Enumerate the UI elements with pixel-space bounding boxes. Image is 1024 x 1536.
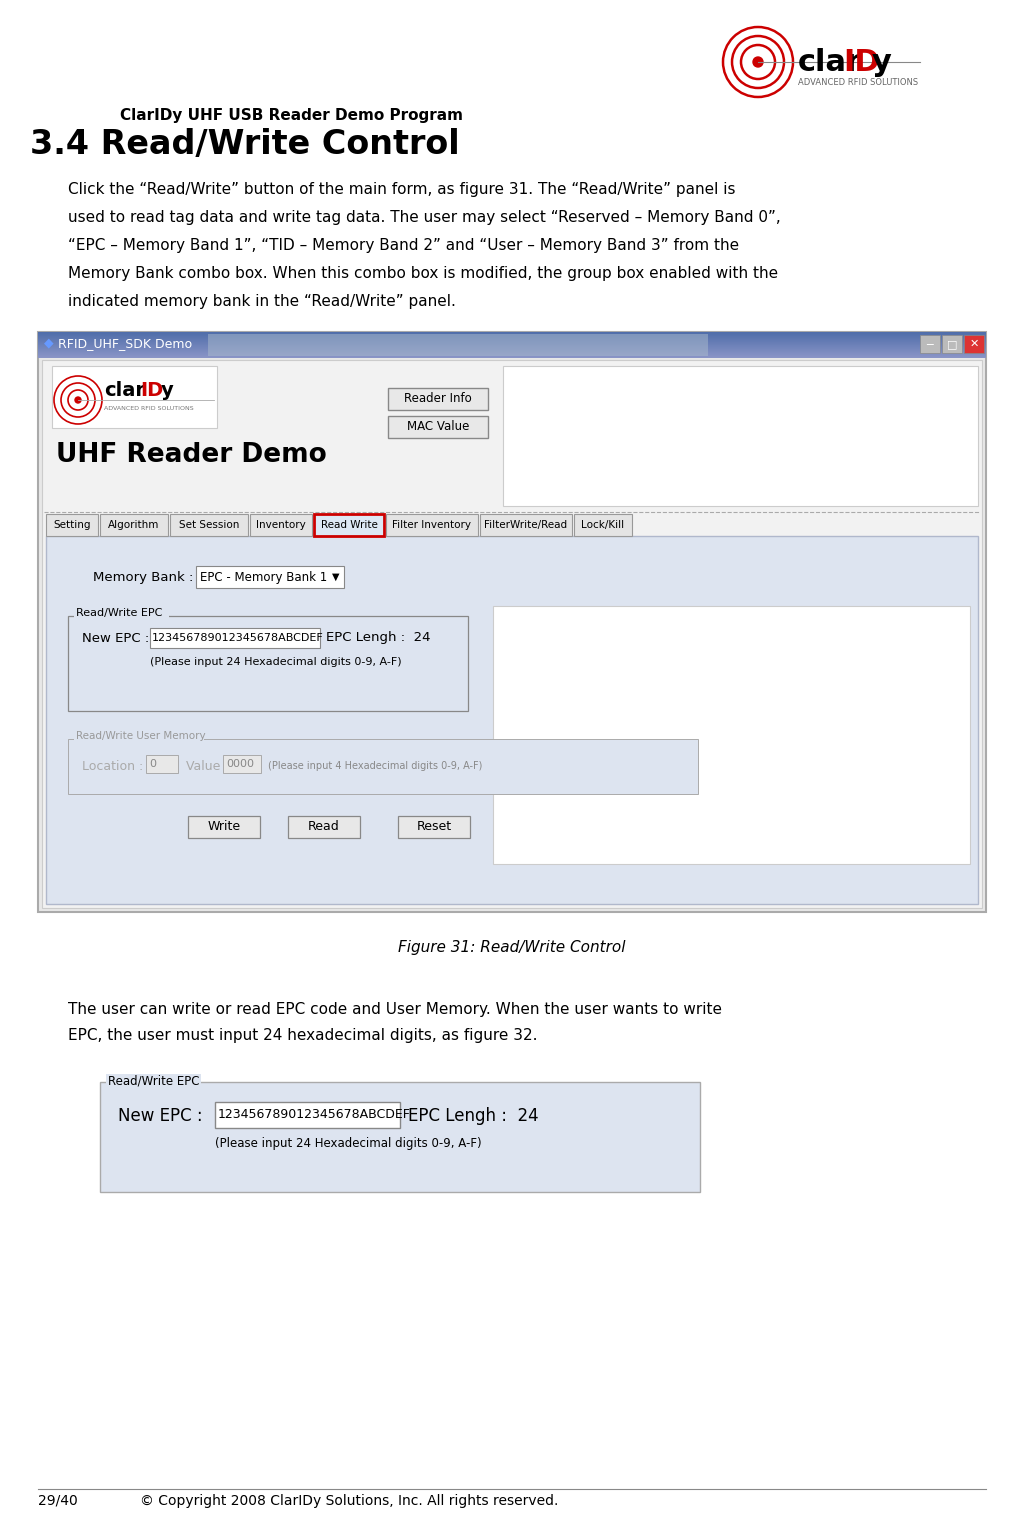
Bar bbox=[208, 333, 708, 356]
Text: (Please input 4 Hexadecimal digits 0-9, A-F): (Please input 4 Hexadecimal digits 0-9, … bbox=[268, 760, 482, 771]
Bar bbox=[42, 359, 982, 908]
Text: The user can write or read EPC code and User Memory. When the user wants to writ: The user can write or read EPC code and … bbox=[68, 1001, 722, 1017]
Text: RFID_UHF_SDK Demo: RFID_UHF_SDK Demo bbox=[58, 336, 193, 350]
Text: y: y bbox=[872, 48, 892, 77]
Text: ✕: ✕ bbox=[970, 339, 979, 349]
Text: ID: ID bbox=[843, 48, 880, 77]
Text: UHF Reader Demo: UHF Reader Demo bbox=[56, 442, 327, 468]
Bar bbox=[46, 536, 978, 905]
Text: Reader Info: Reader Info bbox=[404, 393, 472, 406]
Bar bbox=[100, 1081, 700, 1192]
Text: New EPC :: New EPC : bbox=[118, 1107, 203, 1124]
Bar bbox=[68, 616, 468, 711]
Text: EPC, the user must input 24 hexadecimal digits, as figure 32.: EPC, the user must input 24 hexadecimal … bbox=[68, 1028, 538, 1043]
Text: Memory Bank :: Memory Bank : bbox=[93, 570, 194, 584]
Text: □: □ bbox=[947, 339, 957, 349]
Text: Read/Write User Memory: Read/Write User Memory bbox=[76, 731, 206, 740]
Text: ADVANCED RFID SOLUTIONS: ADVANCED RFID SOLUTIONS bbox=[104, 406, 194, 412]
Bar bbox=[150, 628, 319, 648]
Text: Click the “Read/Write” button of the main form, as figure 31. The “Read/Write” p: Click the “Read/Write” button of the mai… bbox=[68, 181, 735, 197]
Text: EPC - Memory Bank 1: EPC - Memory Bank 1 bbox=[200, 570, 328, 584]
Bar bbox=[503, 366, 978, 505]
Bar bbox=[74, 608, 169, 622]
Bar bbox=[250, 515, 312, 536]
Text: y: y bbox=[161, 381, 174, 399]
Text: Value :: Value : bbox=[186, 759, 228, 773]
Text: Figure 31: Read/Write Control: Figure 31: Read/Write Control bbox=[398, 940, 626, 955]
Bar bbox=[215, 1101, 400, 1127]
Bar bbox=[68, 739, 698, 794]
Text: 29/40: 29/40 bbox=[38, 1495, 78, 1508]
Text: (Please input 24 Hexadecimal digits 0-9, A-F): (Please input 24 Hexadecimal digits 0-9,… bbox=[215, 1138, 481, 1150]
Bar bbox=[942, 335, 962, 353]
Bar bbox=[480, 515, 572, 536]
Text: New EPC :: New EPC : bbox=[82, 631, 150, 645]
Bar bbox=[314, 515, 384, 536]
Text: ID: ID bbox=[140, 381, 163, 399]
Bar bbox=[52, 366, 217, 429]
Text: 0000: 0000 bbox=[226, 759, 254, 770]
Bar bbox=[146, 756, 178, 773]
Bar bbox=[574, 515, 632, 536]
Text: ─: ─ bbox=[927, 339, 933, 349]
Bar bbox=[388, 416, 488, 438]
Text: Filter Inventory: Filter Inventory bbox=[392, 521, 471, 530]
Bar bbox=[188, 816, 260, 839]
Text: ADVANCED RFID SOLUTIONS: ADVANCED RFID SOLUTIONS bbox=[798, 78, 919, 88]
Text: ClarIDy UHF USB Reader Demo Program: ClarIDy UHF USB Reader Demo Program bbox=[120, 108, 463, 123]
Bar bbox=[920, 335, 940, 353]
Bar bbox=[964, 335, 984, 353]
Bar bbox=[106, 1074, 201, 1087]
Text: clar: clar bbox=[104, 381, 145, 399]
Text: Write: Write bbox=[208, 820, 241, 834]
Bar bbox=[493, 607, 970, 863]
Bar bbox=[398, 816, 470, 839]
Text: 3.4 Read/Write Control: 3.4 Read/Write Control bbox=[30, 127, 460, 161]
Text: Setting: Setting bbox=[53, 521, 91, 530]
Text: (Please input 24 Hexadecimal digits 0-9, A-F): (Please input 24 Hexadecimal digits 0-9,… bbox=[150, 657, 401, 667]
Text: Location :: Location : bbox=[82, 759, 143, 773]
Circle shape bbox=[75, 396, 81, 402]
Text: indicated memory bank in the “Read/Write” panel.: indicated memory bank in the “Read/Write… bbox=[68, 293, 456, 309]
Text: 123456789012345678ABCDEF: 123456789012345678ABCDEF bbox=[152, 633, 324, 644]
Bar bbox=[100, 515, 168, 536]
Text: “EPC – Memory Band 1”, “TID – Memory Band 2” and “User – Memory Band 3” from the: “EPC – Memory Band 1”, “TID – Memory Ban… bbox=[68, 238, 739, 253]
Circle shape bbox=[753, 57, 763, 68]
Text: used to read tag data and write tag data. The user may select “Reserved – Memory: used to read tag data and write tag data… bbox=[68, 210, 780, 224]
Bar bbox=[288, 816, 360, 839]
Text: EPC Lengh :  24: EPC Lengh : 24 bbox=[326, 631, 430, 645]
Text: EPC Lengh :  24: EPC Lengh : 24 bbox=[408, 1107, 539, 1124]
Text: Read/Write EPC: Read/Write EPC bbox=[108, 1074, 200, 1087]
Bar bbox=[196, 565, 344, 588]
Bar bbox=[223, 756, 261, 773]
Text: Read/Write EPC: Read/Write EPC bbox=[76, 608, 163, 617]
Text: Read: Read bbox=[308, 820, 340, 834]
Text: Set Session: Set Session bbox=[179, 521, 240, 530]
Text: clar: clar bbox=[798, 48, 862, 77]
Text: 123456789012345678ABCDEF: 123456789012345678ABCDEF bbox=[218, 1109, 411, 1121]
Text: FilterWrite/Read: FilterWrite/Read bbox=[484, 521, 567, 530]
Text: Inventory: Inventory bbox=[256, 521, 306, 530]
Text: Reset: Reset bbox=[417, 820, 452, 834]
Text: Memory Bank combo box. When this combo box is modified, the group box enabled wi: Memory Bank combo box. When this combo b… bbox=[68, 266, 778, 281]
Bar bbox=[46, 515, 98, 536]
Text: 0: 0 bbox=[150, 759, 156, 770]
Text: ▼: ▼ bbox=[332, 571, 340, 582]
Bar bbox=[388, 389, 488, 410]
Text: ◆: ◆ bbox=[44, 336, 53, 349]
Bar bbox=[74, 731, 204, 745]
Bar bbox=[38, 332, 986, 912]
Text: Algorithm: Algorithm bbox=[109, 521, 160, 530]
Text: Read Write: Read Write bbox=[321, 521, 378, 530]
Text: Lock/Kill: Lock/Kill bbox=[582, 521, 625, 530]
Text: MAC Value: MAC Value bbox=[407, 421, 469, 433]
Bar bbox=[386, 515, 478, 536]
Bar bbox=[170, 515, 248, 536]
Text: © Copyright 2008 ClarIDy Solutions, Inc. All rights reserved.: © Copyright 2008 ClarIDy Solutions, Inc.… bbox=[140, 1495, 558, 1508]
